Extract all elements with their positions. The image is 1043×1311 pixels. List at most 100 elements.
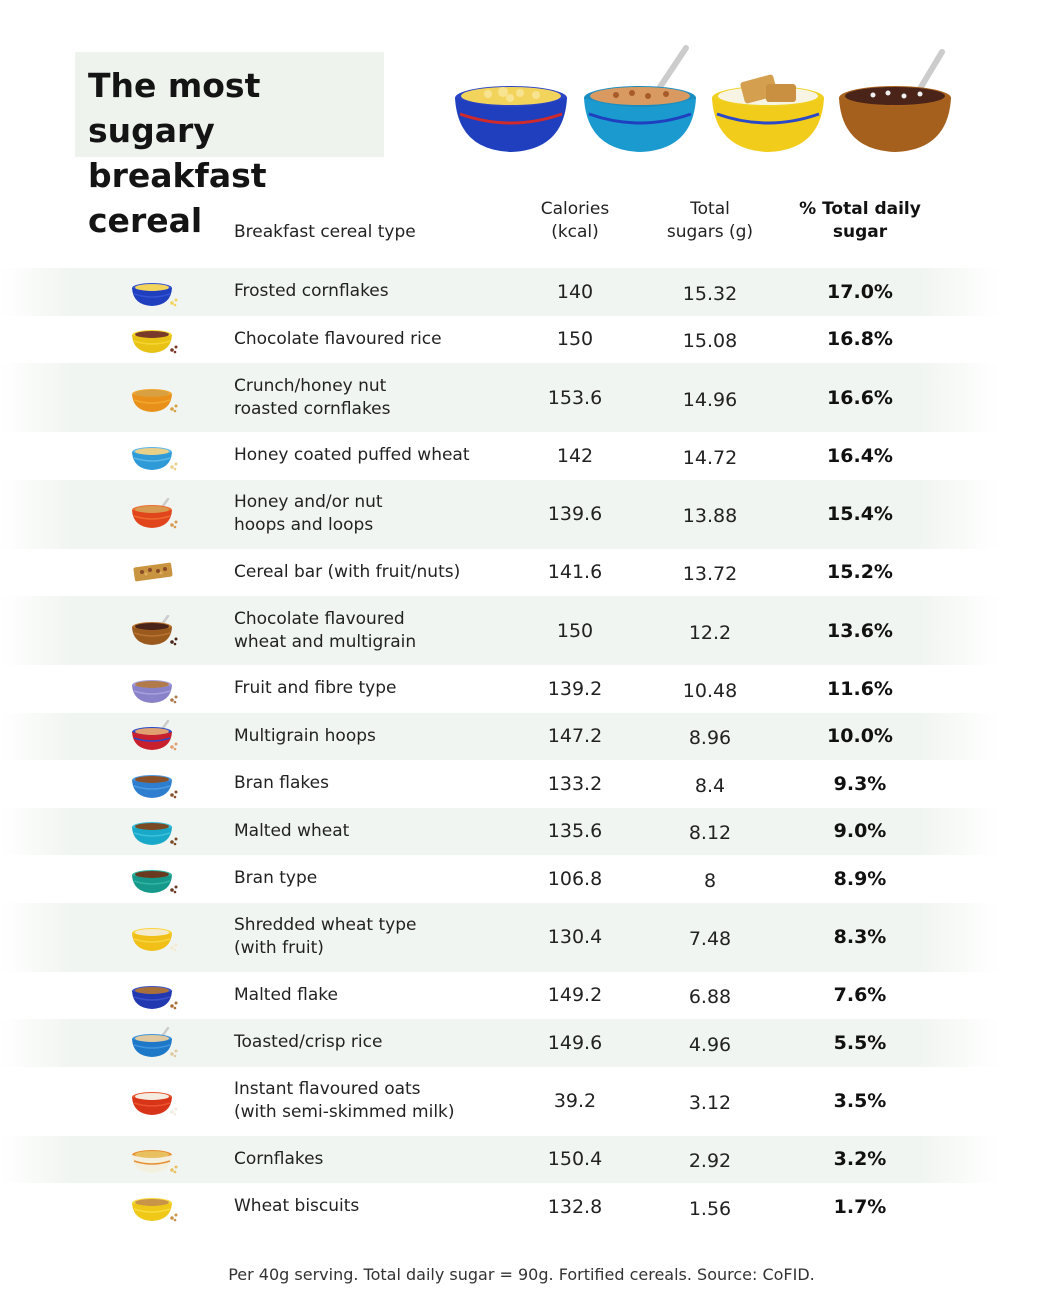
table-row: Malted flake 149.2 6.88 7.6% [0, 972, 1043, 1020]
cereal-name: Honey and/or nut hoops and loops [234, 492, 383, 535]
calories-value: 140 [556, 280, 594, 303]
table-row: Wheat biscuits 132.8 1.56 1.7% [0, 1183, 1043, 1231]
sugars-value: 8.12 [688, 822, 732, 845]
table-row: Shredded wheat type (with fruit) 130.4 7.4… [0, 902, 1043, 972]
calories-value: 149.2 [547, 984, 603, 1007]
percent-daily-sugar-value: 3.2% [833, 1148, 887, 1171]
percent-daily-sugar-value: 15.2% [827, 561, 893, 584]
table-row: Honey coated puffed wheat 142 14.72 16.4% [0, 432, 1043, 480]
table-row: Multigrain hoops 147.2 8.96 10.0% [0, 712, 1043, 760]
calories-value: 139.6 [547, 503, 603, 525]
title-box: The most sugary breakfast cereal [75, 52, 384, 240]
percent-daily-sugar-value: 15.4% [827, 503, 893, 525]
percent-daily-sugar-value: 3.5% [833, 1090, 887, 1112]
percent-daily-sugar-value: 17.0% [827, 280, 893, 303]
sugars-value: 14.96 [682, 388, 738, 411]
calories-value: 142 [556, 444, 594, 467]
sugars-value: 6.88 [688, 986, 732, 1009]
percent-daily-sugar-value: 16.8% [827, 328, 893, 351]
calories-value: 141.6 [547, 561, 603, 584]
title-line-2: breakfast cereal [88, 156, 267, 240]
calories-value: 135.6 [547, 820, 603, 843]
cereal-name: Malted flake [234, 984, 338, 1005]
sugars-value: 4.96 [688, 1033, 732, 1056]
sugars-value: 15.08 [682, 330, 738, 353]
table-row: Bran flakes 133.2 8.4 9.3% [0, 760, 1043, 808]
sugars-value: 8.96 [688, 727, 732, 750]
bowl-icon [132, 330, 178, 354]
percent-daily-sugar-value: 8.9% [833, 867, 887, 890]
sugars-value: 10.48 [682, 679, 738, 702]
percent-daily-sugar-value: 9.0% [833, 820, 887, 843]
cereal-name: Malted wheat [234, 820, 350, 841]
cereal-name: Fruit and fibre type [234, 678, 397, 699]
sugars-value: 14.72 [682, 446, 738, 469]
cereal-name: Cornflakes [234, 1148, 324, 1169]
page-title: The most sugary breakfast cereal [88, 63, 384, 243]
calories-value: 147.2 [547, 725, 603, 748]
sugars-value: 1.56 [688, 1197, 732, 1220]
sugars-value: 8 [703, 869, 717, 892]
cereal-name: Multigrain hoops [234, 725, 376, 746]
percent-daily-sugar-value: 13.6% [827, 619, 893, 642]
bowl-icon [132, 720, 178, 751]
bowl-icon [132, 614, 178, 645]
sugars-value: 13.88 [682, 505, 738, 527]
title-line-1: The most sugary [88, 66, 261, 150]
calories-value: 106.8 [547, 867, 603, 890]
bowl-icon [132, 1092, 178, 1116]
percent-daily-sugar-value: 5.5% [833, 1031, 887, 1054]
cereal-name: Frosted cornflakes [234, 281, 389, 302]
calories-value: 150 [556, 328, 594, 351]
calories-value: 130.4 [547, 926, 603, 948]
percent-daily-sugar-value: 16.6% [827, 386, 893, 409]
bowl-icon [132, 869, 178, 894]
sugars-value: 2.92 [688, 1150, 732, 1173]
table-row: Frosted cornflakes 140 15.32 17.0% [0, 268, 1043, 316]
table-row: Malted wheat 135.6 8.12 9.0% [0, 807, 1043, 855]
calories-value: 139.2 [547, 677, 603, 700]
cereal-name: Chocolate flavoured wheat and multigrain [234, 608, 417, 652]
sugars-value: 15.32 [682, 282, 738, 305]
calories-value: 153.6 [547, 386, 603, 409]
cereal-name: Bran type [234, 868, 318, 889]
bowl-icon [132, 388, 178, 412]
cornflakes-bowl-icon [455, 86, 567, 152]
percent-daily-sugar-value: 9.3% [833, 772, 887, 795]
cereal-name: Bran flakes [234, 773, 329, 794]
chocolate-bowl-icon [839, 49, 951, 152]
table-row: Bran type 106.8 8 8.9% [0, 855, 1043, 903]
calories-value: 150.4 [547, 1148, 603, 1171]
bowl-icon [132, 282, 178, 307]
cereal-name: Instant flavoured oats (with semi-skimme… [234, 1079, 455, 1122]
bowl-icon [132, 446, 178, 471]
table-row: Chocolate flavoured wheat and multigrain… [0, 596, 1043, 665]
percent-daily-sugar-value: 16.4% [827, 444, 893, 467]
calories-value: 39.2 [553, 1090, 597, 1112]
sugars-value: 8.4 [694, 774, 726, 797]
bowl-icon [132, 928, 178, 952]
cereal-table: Frosted cornflakes 140 15.32 17.0% Chocolate… [0, 268, 1043, 1231]
percent-daily-sugar-value: 7.6% [833, 984, 887, 1007]
cereal-bar-icon [133, 562, 173, 582]
table-row: Fruit and fibre type 139.2 10.48 11.6% [0, 665, 1043, 713]
table-row: Cornflakes 150.4 2.92 3.2% [0, 1135, 1043, 1183]
sugars-value: 3.12 [688, 1092, 732, 1114]
calories-value: 150 [556, 619, 594, 642]
header-percent-daily-sugar: % Total daily sugar [799, 199, 921, 242]
percent-daily-sugar-value: 10.0% [827, 725, 893, 748]
footer-note: Per 40g serving. Total daily sugar = 90g… [228, 1265, 815, 1284]
table-row: Cereal bar (with fruit/nuts) 141.6 13.72 15… [0, 549, 1043, 597]
hoops-bowl-icon [584, 45, 696, 152]
table-row: Chocolate flavoured rice 150 15.08 16.8% [0, 316, 1043, 364]
bowl-icon [132, 1197, 178, 1222]
header-total-sugars: Total sugars (g) [666, 199, 754, 242]
cereal-name: Shredded wheat type (with fruit) [234, 915, 417, 958]
calories-value: 149.6 [547, 1031, 603, 1054]
bowl-icon [132, 1150, 178, 1174]
cereal-name: Chocolate flavoured rice [234, 328, 442, 349]
cereal-name: Honey coated puffed wheat [234, 445, 470, 466]
bowl-icon [132, 774, 178, 799]
sugars-value: 7.48 [688, 928, 732, 950]
wheat-biscuit-bowl-icon [712, 74, 824, 152]
